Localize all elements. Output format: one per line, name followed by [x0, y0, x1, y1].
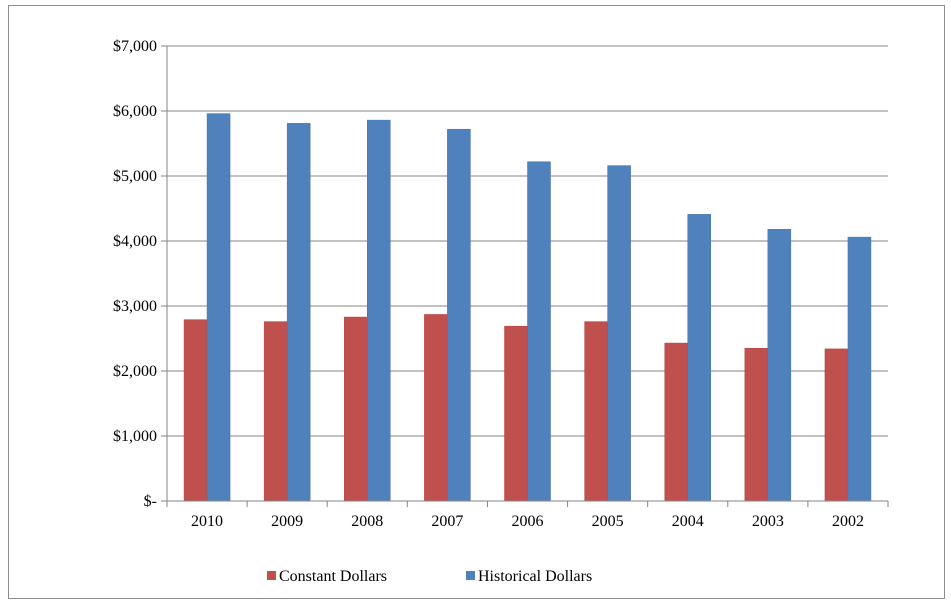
y-tick-label: $7,000: [113, 38, 157, 55]
y-tick-label: $-: [144, 493, 157, 510]
y-axis-tick-labels: $- $1,000 $2,000 $3,000 $4,000 $5,000 $6,000 $7…: [113, 38, 157, 510]
bar-historical-2005: [607, 165, 631, 502]
legend-label-historical: Historical Dollars: [478, 568, 592, 585]
bar-constant-2009: [263, 321, 288, 502]
bar-historical-2010: [206, 113, 231, 502]
x-tick-label: 2004: [672, 513, 704, 530]
x-tick-label: 2008: [351, 513, 383, 530]
x-tick-label: 2006: [512, 513, 544, 530]
x-tick-label: 2005: [592, 513, 624, 530]
bar-constant-2003: [744, 348, 769, 502]
bar-constant-2010: [183, 319, 208, 502]
y-tick-label: $2,000: [113, 363, 157, 380]
bar-constant-2005: [584, 321, 608, 502]
x-axis-tick-labels: 2010 2009 2008 2007 2006 2005 2004 2003 2002: [191, 513, 864, 530]
x-tick-label: 2007: [431, 513, 463, 530]
y-tick-label: $3,000: [113, 298, 157, 315]
bar-constant-2004: [664, 342, 688, 502]
bar-constant-2006: [504, 325, 528, 502]
bar-historical-2009: [286, 123, 311, 502]
bar-historical-2004: [687, 214, 711, 502]
y-tick-label: $1,000: [113, 428, 157, 445]
x-tick-label: 2010: [191, 513, 223, 530]
legend-swatch-historical: [466, 571, 475, 580]
legend-swatch-constant: [267, 571, 276, 580]
legend-label-constant: Constant Dollars: [279, 568, 387, 585]
bar-historical-2007: [447, 128, 471, 502]
x-tick-label: 2002: [832, 513, 864, 530]
bar-constant-2007: [424, 314, 448, 502]
x-tick-label: 2009: [271, 513, 303, 530]
y-tick-label: $6,000: [113, 103, 157, 120]
bar-historical-2002: [847, 236, 872, 502]
axes: [161, 45, 889, 507]
y-tick-label: $5,000: [113, 168, 157, 185]
bar-constant-2002: [824, 348, 849, 502]
bar-historical-2008: [367, 119, 391, 502]
y-tick-label: $4,000: [113, 233, 157, 250]
bars: [183, 113, 872, 502]
x-tick-label: 2003: [752, 513, 784, 530]
bar-constant-2008: [344, 316, 368, 502]
bar-historical-2006: [527, 161, 551, 502]
legend: Constant Dollars Historical Dollars: [267, 568, 592, 585]
bar-historical-2003: [767, 229, 792, 502]
